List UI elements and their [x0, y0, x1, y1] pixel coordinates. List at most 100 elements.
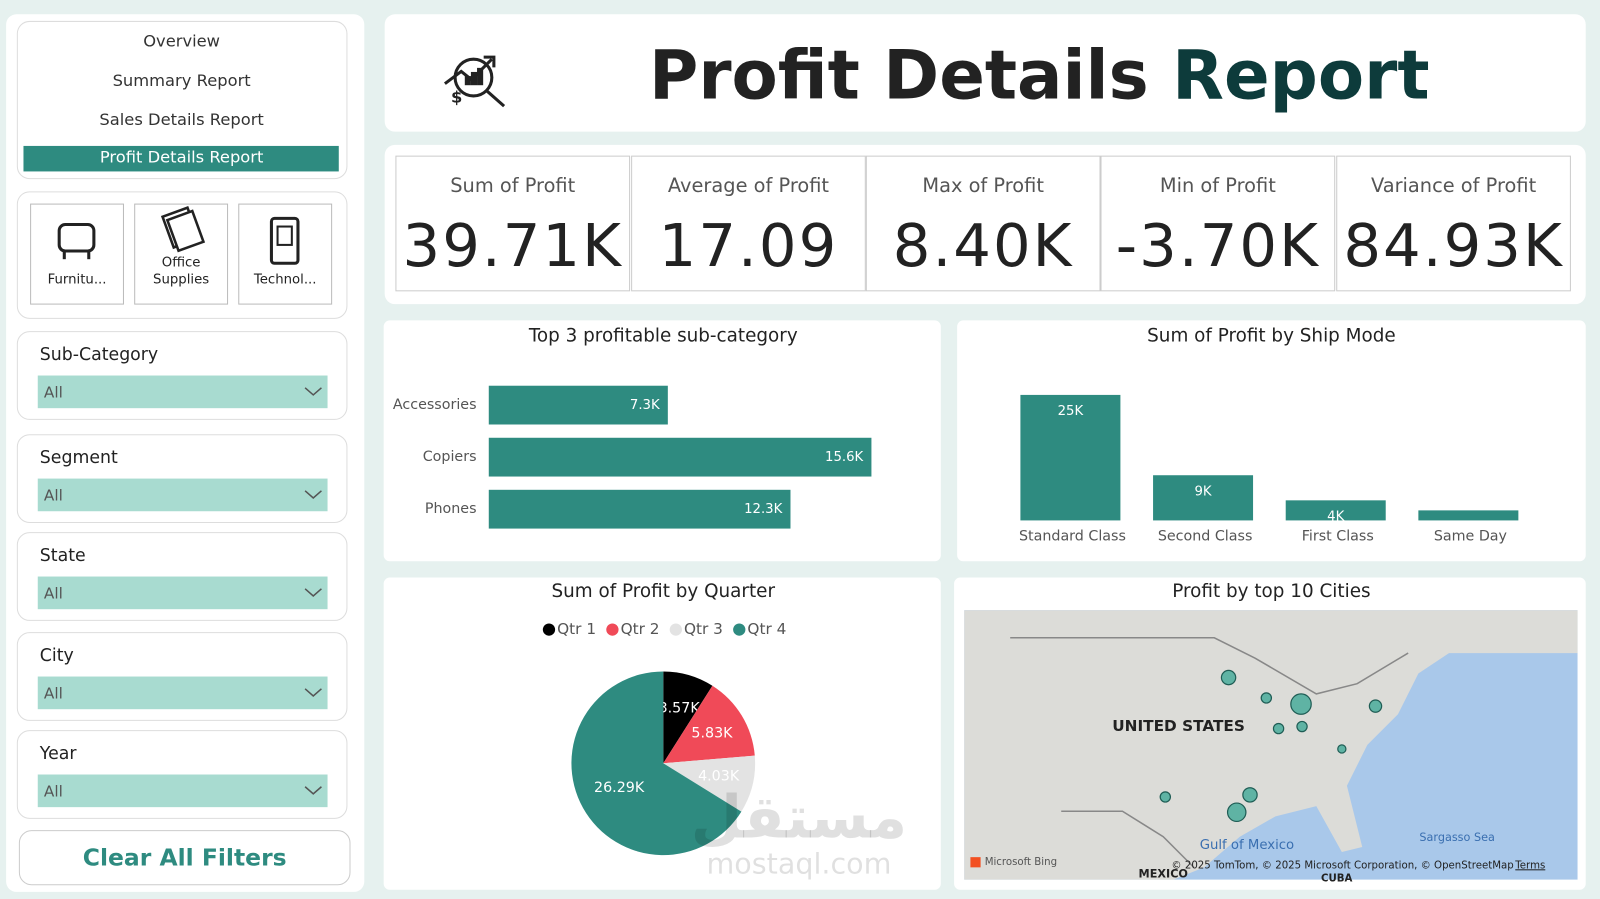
y-tick-label: Accessories	[393, 397, 477, 413]
city-bubble	[1242, 787, 1258, 803]
filter-value: All	[44, 486, 63, 504]
bar	[1285, 500, 1386, 521]
kpi-label: Sum of Profit	[450, 174, 575, 197]
filter-dropdown[interactable]	[37, 576, 328, 610]
x-tick-label: First Class	[1302, 529, 1374, 545]
city-bubble	[1290, 693, 1312, 715]
map-terms[interactable]: Terms	[1514, 860, 1545, 871]
legend-label: Qtr 1	[557, 620, 596, 638]
bar	[488, 385, 668, 425]
data-label: 7.3K	[630, 398, 660, 413]
filter-value: All	[44, 782, 63, 800]
map-label: UNITED STATES	[1112, 717, 1245, 735]
data-label: 4.03K	[698, 769, 740, 785]
filter-value: All	[44, 383, 63, 401]
nav-item[interactable]: Overview	[143, 31, 220, 50]
data-label: 9K	[1194, 485, 1211, 500]
dropdown-arrow	[304, 490, 322, 499]
filter-label: Sub-Category	[40, 345, 158, 365]
title-main: Profit Details	[649, 35, 1149, 114]
nav-item[interactable]: Summary Report	[113, 71, 251, 90]
bar	[488, 437, 872, 477]
kpi-card	[631, 155, 866, 292]
kpi-value: -3.70K	[1116, 211, 1320, 280]
map-label: Sargasso Sea	[1419, 831, 1494, 844]
map-label: CUBA	[1321, 874, 1353, 885]
kpi-value: 17.09	[659, 211, 839, 280]
bar	[488, 489, 791, 529]
dollar-icon: $	[451, 87, 462, 106]
y-tick-label: Phones	[425, 501, 477, 517]
map-label: Gulf of Mexico	[1200, 838, 1294, 853]
filter-label: Segment	[40, 448, 118, 468]
dropdown-arrow	[304, 588, 322, 597]
tile-label: Office Supplies	[153, 255, 210, 288]
bar	[1418, 510, 1519, 521]
map-brand: Microsoft Bing	[985, 857, 1057, 868]
content: Overview Summary Report Sales Details Repo…	[16, 20, 1578, 886]
tile-label: Furnitu...	[47, 272, 107, 288]
filter-value: All	[44, 584, 63, 602]
kpi-card	[1336, 155, 1571, 292]
legend-swatch	[542, 623, 556, 636]
category-tile[interactable]	[30, 203, 124, 305]
dropdown-arrow	[304, 387, 322, 396]
tile-label: Technol...	[253, 272, 317, 288]
kpi-value: 8.40K	[893, 211, 1074, 280]
city-bubble	[1260, 692, 1273, 704]
legend-swatch	[733, 623, 746, 636]
pie-slice	[663, 671, 713, 764]
filter-label: Year	[39, 744, 78, 764]
data-label: 5.83K	[691, 726, 733, 742]
chart-title: Sum of Profit by Ship Mode	[1147, 326, 1396, 347]
filter-dropdown[interactable]	[37, 676, 328, 710]
legend-swatch	[606, 623, 619, 636]
data-label: 15.6K	[825, 450, 864, 465]
pie-slice	[571, 671, 742, 856]
city-bubble	[1337, 744, 1347, 754]
city-bubble	[1226, 802, 1247, 823]
data-label: 3.57K	[659, 701, 701, 717]
pie-slice	[663, 755, 756, 812]
legend-label: Qtr 2	[621, 620, 660, 638]
filter-dropdown[interactable]	[37, 478, 328, 512]
map-land	[964, 610, 1578, 880]
kpi-value: 84.93K	[1343, 211, 1564, 280]
city-bubble	[1220, 669, 1237, 686]
watermark: مستقل	[691, 783, 907, 852]
x-tick-label: Second Class	[1158, 529, 1253, 545]
filter-dropdown[interactable]	[37, 375, 328, 409]
icon	[165, 209, 206, 253]
nav-box	[16, 20, 348, 180]
kpi-value: 39.71K	[403, 211, 624, 280]
kpi-card	[395, 155, 631, 292]
city-bubble	[1272, 722, 1285, 735]
title-accent: Report	[1172, 35, 1429, 114]
clear-button[interactable]	[18, 830, 351, 886]
bing-logo	[970, 857, 981, 868]
nav-item[interactable]: Profit Details Report	[100, 148, 264, 167]
dropdown-arrow	[304, 688, 322, 697]
x-tick-label: Same Day	[1434, 529, 1508, 545]
city-bubble	[1368, 699, 1383, 713]
nav-item[interactable]: Sales Details Report	[99, 110, 263, 129]
bar	[1153, 475, 1254, 521]
category-tile[interactable]	[238, 203, 333, 305]
kpi-label: Average of Profit	[668, 174, 829, 197]
kpi-label: Max of Profit	[922, 174, 1044, 197]
icon	[276, 225, 293, 246]
filter-dropdown[interactable]	[37, 774, 328, 808]
nav-active	[23, 145, 339, 172]
dropdown-arrow	[304, 786, 322, 795]
pie-slice	[663, 685, 755, 764]
city-bubble	[1296, 720, 1308, 733]
icon	[269, 216, 300, 265]
data-label: 26.29K	[594, 780, 645, 796]
data-label: 25K	[1058, 404, 1084, 419]
filter-label: State	[40, 546, 86, 566]
bar	[1020, 394, 1121, 521]
y-tick-label: Copiers	[423, 449, 477, 465]
page-title: Profit Details Report	[649, 35, 1430, 114]
legend-label: Qtr 3	[684, 620, 723, 638]
